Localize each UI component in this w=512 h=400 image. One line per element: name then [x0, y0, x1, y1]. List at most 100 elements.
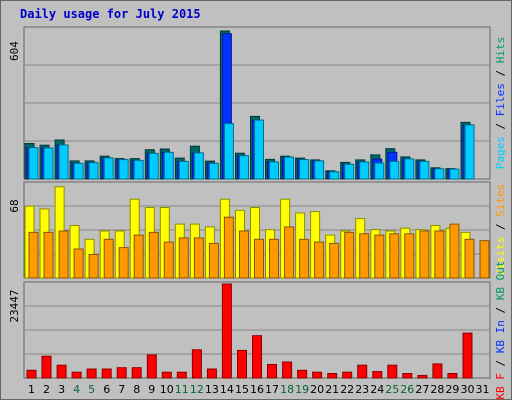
bar-sites — [464, 238, 475, 279]
bar-pages — [163, 151, 174, 180]
day-label: 29 — [445, 383, 459, 396]
bar-pages — [344, 163, 355, 180]
day-label: 14 — [220, 383, 234, 396]
legend-item: / — [494, 63, 507, 83]
day-label: 13 — [205, 383, 219, 396]
bar-kb-f — [101, 368, 112, 379]
bar-pages — [118, 159, 129, 180]
day-label: 12 — [190, 383, 204, 396]
day-label: 31 — [476, 383, 490, 396]
bar-pages — [314, 160, 325, 180]
day-label: 15 — [235, 383, 249, 396]
bar-sites — [103, 238, 114, 279]
day-label: 24 — [370, 383, 384, 396]
bar-sites — [479, 240, 490, 279]
day-label: 26 — [400, 383, 414, 396]
bar-pages — [434, 168, 445, 180]
bar-pages — [208, 162, 219, 180]
bar-pages — [58, 144, 69, 180]
bar-kb-f — [161, 371, 172, 379]
bar-pages — [73, 162, 84, 180]
bar-sites — [389, 233, 400, 279]
bar-kb-f — [131, 367, 142, 379]
bar-pages — [359, 161, 370, 180]
bar-kb-f — [26, 369, 37, 379]
panel-1-max-label: 604 — [8, 41, 21, 61]
bar-pages — [269, 161, 279, 180]
legend-item: / — [494, 300, 507, 320]
bar-kb-f — [146, 354, 157, 379]
day-label: 10 — [160, 383, 174, 396]
bar-pages — [419, 160, 430, 180]
bar-sites — [43, 231, 54, 279]
bar-pages — [239, 155, 249, 180]
legend-item: Visits — [494, 237, 507, 277]
bar-kb-f — [447, 373, 458, 379]
bar-pages — [193, 152, 204, 180]
day-label: 6 — [103, 383, 110, 396]
bar-pages — [299, 159, 310, 180]
bar-kb-f — [191, 349, 202, 379]
bar-sites — [434, 230, 445, 279]
panel-3-legend: KB F / KB In / KB Out — [494, 260, 507, 399]
bar-pages — [329, 171, 340, 180]
bar-pages — [464, 124, 475, 180]
day-label: 5 — [88, 383, 95, 396]
bar-sites — [359, 233, 370, 279]
bar-kb-f — [462, 332, 473, 379]
bar-sites — [449, 223, 460, 279]
bar-kb-f — [176, 371, 187, 379]
bar-sites — [344, 231, 355, 279]
bar-kb-f — [327, 373, 338, 379]
legend-item: KB In — [494, 320, 507, 353]
bar-sites — [374, 234, 385, 279]
bar-sites — [314, 241, 325, 279]
bar-pages — [103, 157, 114, 180]
legend-item: Hits — [494, 37, 507, 64]
bar-sites — [118, 247, 129, 279]
bar-sites — [28, 231, 39, 279]
bar-pages — [374, 162, 385, 180]
bar-kb-f — [342, 371, 353, 379]
day-label: 19 — [295, 383, 309, 396]
legend-item: Pages — [494, 136, 507, 169]
day-label: 23 — [355, 383, 369, 396]
legend-item: / — [494, 353, 507, 373]
bar-sites — [208, 242, 219, 279]
bar-kb-f — [357, 364, 368, 379]
bar-kb-f — [41, 355, 52, 379]
bar-kb-f — [206, 368, 217, 379]
bar-pages — [43, 147, 54, 180]
bar-sites — [419, 230, 430, 279]
day-label: 25 — [385, 383, 399, 396]
day-label: 27 — [415, 383, 429, 396]
day-label: 4 — [73, 383, 80, 396]
day-label: 7 — [118, 383, 125, 396]
day-label: 21 — [325, 383, 339, 396]
bar-sites — [269, 238, 279, 279]
bar-kb-f — [432, 363, 443, 379]
bar-kb-f — [237, 349, 247, 379]
bar-sites — [239, 230, 249, 279]
legend-item: KB Out — [494, 260, 507, 300]
bar-sites — [163, 241, 174, 279]
bar-kb-f — [116, 367, 127, 379]
day-label: 18 — [280, 383, 294, 396]
bar-kb-f — [252, 335, 262, 379]
bar-kb-f — [297, 369, 308, 379]
bar-sites — [58, 230, 69, 279]
bar-kb-f — [71, 371, 82, 379]
legend-item: / — [494, 116, 507, 136]
bar-kb-f — [86, 368, 97, 379]
bar-kb-f — [312, 371, 323, 379]
bar-sites — [254, 238, 264, 279]
bar-pages — [284, 156, 295, 180]
bar-kb-f — [417, 374, 428, 379]
day-label: 8 — [133, 383, 140, 396]
bar-pages — [404, 158, 415, 180]
bar-pages — [148, 152, 159, 180]
bar-pages — [178, 160, 189, 180]
bar-kb-f — [402, 373, 413, 379]
